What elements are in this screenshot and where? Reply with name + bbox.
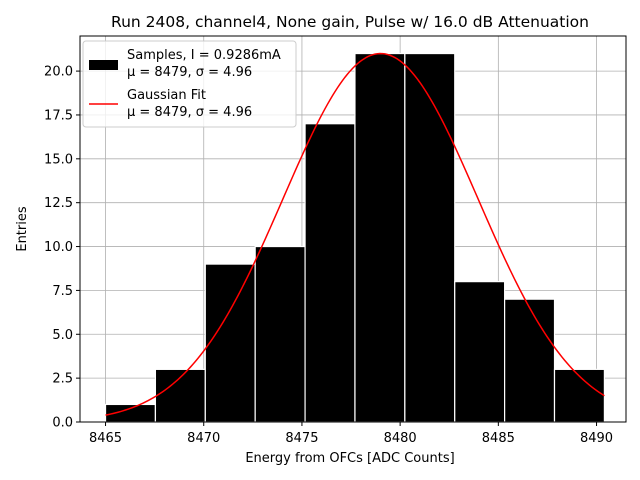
x-axis-ticks: 8465 8470 8475 8480 8485 8490 [89,422,613,446]
legend-fit-stats: μ = 8479, σ = 4.96 [127,105,252,120]
y-tick-label: 5.0 [52,328,73,343]
x-tick-label: 8470 [187,431,220,446]
x-tick-label: 8480 [384,431,417,446]
histogram-bar [553,368,605,423]
histogram-bar [354,52,406,423]
legend-samples-stats: μ = 8479, σ = 4.96 [127,65,252,80]
y-axis-label: Entries [15,206,30,252]
legend-samples-swatch [89,60,118,70]
histogram-bar [254,245,306,423]
legend: Samples, I = 0.9286mA μ = 8479, σ = 4.96… [82,40,297,128]
x-tick-label: 8475 [285,431,318,446]
plot-frame [79,35,627,423]
y-tick-label: 2.5 [52,372,73,387]
histogram-bar [504,298,556,423]
x-axis-label: Energy from OFCs [ADC Counts] [245,451,454,466]
y-tick-label: 20.0 [44,65,73,80]
legend-samples-label: Samples, I = 0.9286mA [127,48,281,63]
y-tick-label: 10.0 [44,240,73,255]
gaussian-fit [105,52,605,416]
legend-fit-label: Gaussian Fit [127,88,206,103]
histogram-bar [204,263,256,423]
y-tick-label: 12.5 [44,196,73,211]
y-tick-label: 7.5 [52,284,73,299]
histogram-bar [454,281,506,423]
x-tick-label: 8490 [580,431,613,446]
histogram-bar [404,52,456,423]
y-axis-ticks: 0.0 2.5 5.0 7.5 10.0 12.5 15.0 17.5 20.0 [44,65,80,431]
chart-title: Run 2408, channel4, None gain, Pulse w/ … [111,13,589,31]
x-tick-label: 8465 [89,431,122,446]
x-tick-label: 8485 [482,431,515,446]
y-tick-label: 17.5 [44,108,73,123]
y-tick-label: 15.0 [44,152,73,167]
histogram-bars [104,52,605,423]
y-tick-label: 0.0 [52,416,73,431]
histogram-bar [304,123,356,423]
legend-box [82,40,297,128]
gaussian-fit-line [105,52,605,416]
